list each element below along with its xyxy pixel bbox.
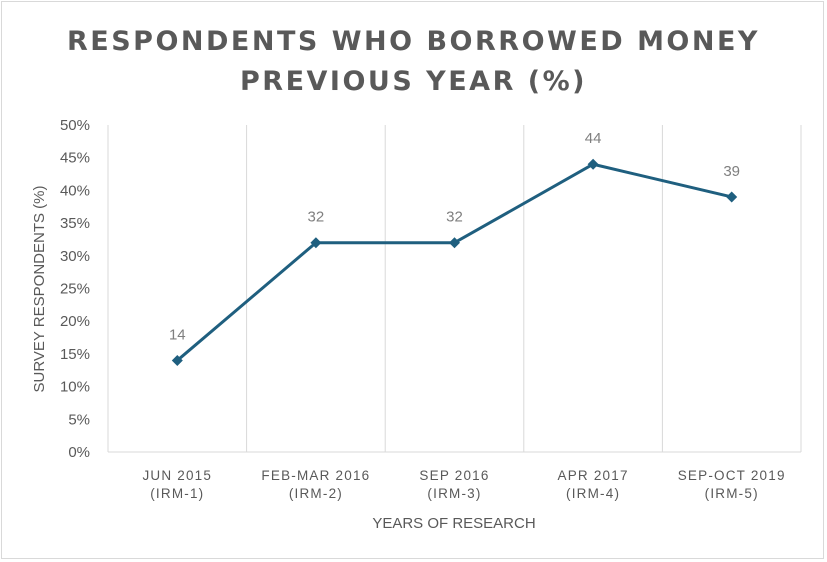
y-tick-label: 50%	[60, 117, 90, 134]
series-polyline	[176, 162, 733, 362]
data-label: 44	[585, 130, 602, 147]
data-label: 39	[723, 163, 740, 180]
chart-title-line-1: RESPONDENTS WHO BORROWED MONEY	[67, 26, 760, 57]
data-point-marker	[726, 191, 738, 203]
series-line	[176, 162, 733, 362]
y-tick-label: 45%	[60, 150, 90, 167]
x-tick-label: (IRM-4)	[566, 486, 620, 501]
chart-title: RESPONDENTS WHO BORROWED MONEY PREVIOUS …	[0, 22, 827, 102]
y-tick-label: 15%	[60, 346, 90, 363]
data-point-marker	[449, 237, 460, 249]
y-axis-ticks: 0% 5% 10% 15% 20% 25% 30% 35% 40% 45% 50%	[60, 117, 90, 461]
data-point-marker	[310, 237, 322, 249]
y-tick-label: 40%	[60, 182, 90, 199]
y-tick-label: 0%	[68, 444, 90, 461]
x-tick-label: APR 2017	[558, 468, 629, 483]
x-tick-label: (IRM-1)	[150, 486, 204, 501]
x-tick-label: FEB-MAR 2016	[261, 468, 370, 483]
series-markers	[171, 158, 738, 366]
x-tick-label: (IRM-3)	[427, 486, 481, 501]
x-tick-label: SEP-OCT 2019	[678, 468, 786, 483]
y-tick-label: 10%	[60, 379, 90, 396]
data-point-marker	[587, 158, 599, 170]
x-axis-label: YEARS OF RESEARCH	[372, 515, 535, 532]
gridlines	[107, 125, 802, 453]
data-point-marker	[171, 354, 183, 366]
x-axis-ticks: JUN 2015 (IRM-1) FEB-MAR 2016 (IRM-2) SEP 20…	[142, 468, 786, 501]
x-tick-label: (IRM-5)	[705, 486, 759, 501]
x-tick-label: (IRM-2)	[289, 486, 343, 501]
y-tick-label: 5%	[68, 411, 90, 428]
y-tick-label: 25%	[60, 281, 90, 298]
data-label: 32	[308, 209, 325, 226]
x-tick-label: JUN 2015	[142, 468, 212, 483]
y-tick-label: 20%	[60, 313, 90, 330]
y-tick-label: 35%	[60, 215, 90, 232]
data-label: 32	[446, 209, 463, 226]
chart-title-line-2: PREVIOUS YEAR (%)	[239, 66, 587, 97]
data-labels: 14 32 32 44 39	[169, 130, 740, 343]
y-axis-label: SURVEY RESPONDENTS (%)	[31, 186, 48, 393]
y-tick-label: 30%	[60, 248, 90, 265]
x-tick-label: SEP 2016	[419, 468, 489, 483]
data-label: 14	[169, 326, 186, 343]
